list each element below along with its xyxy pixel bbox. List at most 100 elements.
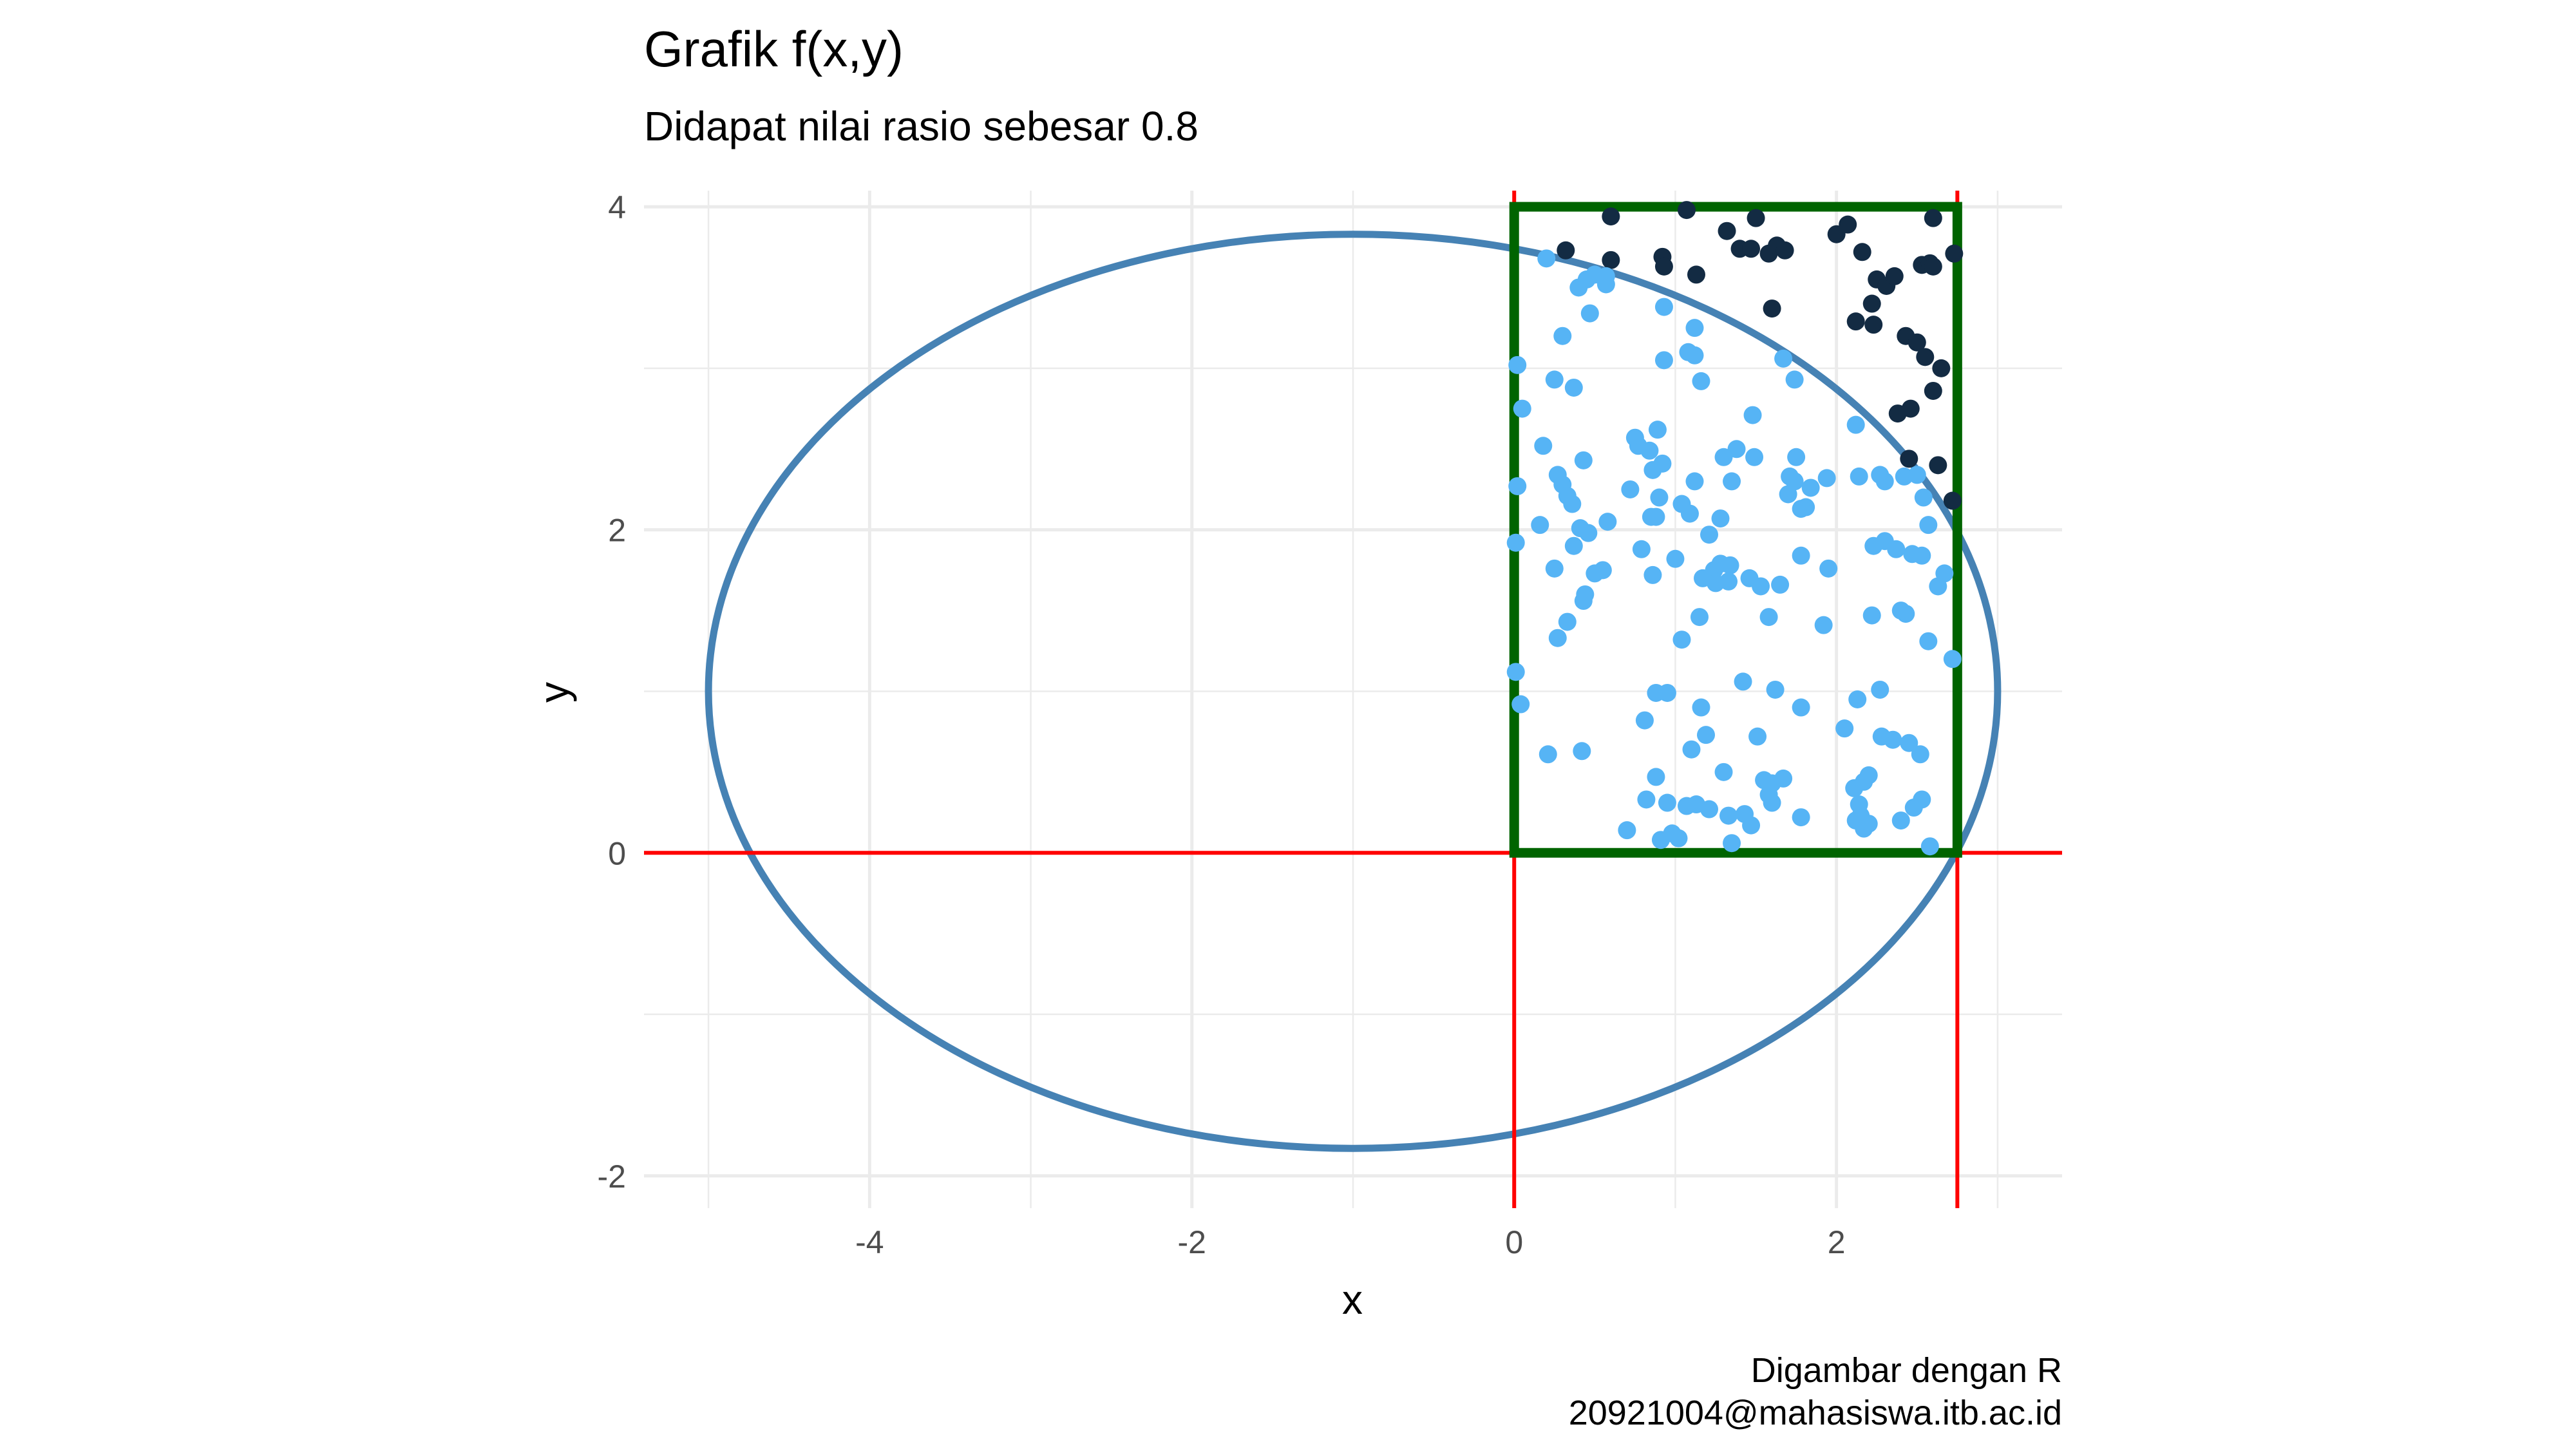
point-inside [1913, 790, 1931, 809]
point-inside [1745, 448, 1764, 466]
point-inside [1900, 734, 1918, 752]
point-outside [1776, 241, 1794, 260]
point-inside [1618, 821, 1636, 840]
point-inside [1763, 793, 1781, 812]
point-inside [1814, 616, 1833, 634]
point-inside [1908, 466, 1926, 484]
chart-subtitle: Didapat nilai rasio sebesar 0.8 [644, 103, 1198, 149]
point-inside [1579, 524, 1598, 542]
point-inside [1576, 585, 1595, 603]
point-outside [1846, 312, 1865, 331]
point-inside [1508, 355, 1527, 374]
point-inside [1714, 762, 1733, 781]
point-outside [1763, 299, 1781, 318]
point-outside [1929, 456, 1947, 475]
point-inside [1911, 745, 1929, 764]
point-inside [1642, 507, 1660, 526]
point-inside [1564, 536, 1583, 555]
point-inside [1719, 806, 1738, 825]
point-outside [1687, 265, 1705, 284]
point-inside [1721, 556, 1739, 574]
point-inside [1897, 605, 1915, 623]
point-inside [1506, 533, 1525, 552]
x-tick-label: 2 [1828, 1224, 1846, 1260]
point-inside [1850, 467, 1868, 486]
point-inside [1919, 632, 1938, 650]
point-inside [1743, 406, 1762, 424]
point-inside [1548, 629, 1567, 647]
point-inside [1819, 559, 1838, 578]
point-outside [1924, 209, 1942, 227]
point-outside [1602, 207, 1620, 226]
point-inside [1643, 565, 1662, 584]
x-tick-label: -2 [1178, 1224, 1206, 1260]
point-inside [1680, 504, 1699, 523]
point-inside [1929, 577, 1947, 596]
point-inside [1748, 727, 1767, 746]
point-inside [1859, 766, 1878, 784]
point-inside [1692, 698, 1710, 717]
point-inside [1690, 608, 1709, 627]
tick-labels: -4 -2 0 2 -2 0 2 4 [598, 189, 1846, 1260]
point-inside [1640, 441, 1659, 460]
point-inside [1685, 319, 1704, 337]
point-inside [1693, 569, 1712, 587]
point-inside [1752, 577, 1770, 596]
point-inside [1723, 472, 1741, 491]
point-inside [1574, 451, 1593, 469]
point-outside [1742, 240, 1761, 258]
ellipse-layer [705, 231, 2002, 1152]
point-inside [1787, 448, 1806, 466]
point-inside [1919, 516, 1938, 535]
point-outside [1718, 222, 1736, 240]
point-inside [1635, 711, 1654, 730]
point-inside [1672, 630, 1691, 649]
point-inside [1564, 378, 1583, 397]
point-outside [1602, 251, 1620, 269]
rectangle-layer [1509, 202, 1962, 858]
point-outside [1885, 267, 1904, 285]
point-inside [1771, 575, 1790, 594]
point-inside [1598, 513, 1617, 531]
point-outside [1943, 491, 1962, 510]
point-inside [1650, 488, 1669, 507]
point-outside [1853, 243, 1871, 261]
point-inside [1891, 811, 1910, 830]
point-inside [1658, 683, 1676, 702]
y-tick-label: 0 [608, 835, 626, 871]
y-tick-label: 2 [608, 513, 626, 549]
point-inside [1545, 370, 1564, 389]
point-inside [1859, 815, 1878, 833]
y-tick-label: -2 [598, 1159, 626, 1195]
point-inside [1637, 790, 1656, 809]
point-inside [1871, 680, 1889, 699]
point-outside [1654, 257, 1673, 276]
x-tick-label: 0 [1505, 1224, 1523, 1260]
point-inside [1727, 440, 1746, 459]
point-inside [1648, 421, 1667, 439]
ellipse-curve [705, 231, 2002, 1152]
point-outside [1924, 381, 1942, 400]
point-outside [1916, 348, 1935, 366]
y-axis-label: y [531, 682, 577, 703]
point-inside [1580, 304, 1599, 323]
point-inside [1759, 608, 1778, 627]
point-inside [1848, 690, 1867, 708]
point-inside [1734, 672, 1752, 691]
point-inside [1914, 488, 1933, 507]
point-inside [1553, 327, 1572, 345]
point-outside [1908, 333, 1926, 352]
point-inside [1774, 769, 1793, 788]
point-inside [1685, 346, 1704, 365]
caption-line-1: Digambar dengan R [1751, 1351, 2062, 1390]
point-inside [1658, 793, 1676, 812]
chart-title: Grafik f(x,y) [644, 21, 904, 77]
point-inside [1913, 546, 1931, 565]
point-inside [1593, 561, 1612, 580]
point-inside [1845, 779, 1864, 797]
point-inside [1711, 509, 1730, 528]
point-outside [1677, 201, 1696, 220]
point-inside [1682, 740, 1701, 759]
point-inside [1792, 808, 1810, 827]
point-outside [1864, 316, 1883, 334]
